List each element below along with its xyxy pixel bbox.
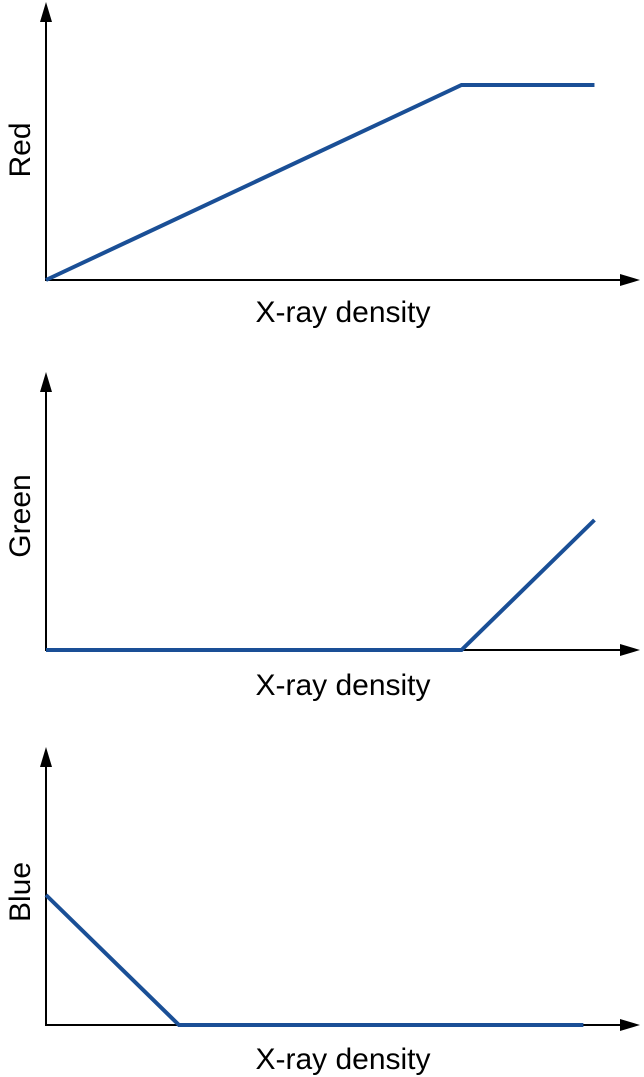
y-axis-arrow-icon <box>40 2 52 22</box>
chart-panel-green: X-ray density Green <box>4 372 640 702</box>
chart-panel-blue: X-ray density Blue <box>4 747 640 1076</box>
x-axis-label: X-ray density <box>255 669 430 702</box>
y-axis-label: Blue <box>4 862 37 922</box>
x-axis-arrow-icon <box>620 274 640 286</box>
y-axis-arrow-icon <box>40 747 52 767</box>
chart-panel-red: X-ray density Red <box>4 2 640 329</box>
x-axis-label: X-ray density <box>255 1043 430 1076</box>
y-axis-label: Green <box>4 474 37 557</box>
series-line-blue <box>44 893 584 1027</box>
y-axis-arrow-icon <box>40 372 52 392</box>
y-axis-label: Red <box>4 122 37 177</box>
x-axis-label: X-ray density <box>255 296 430 329</box>
series-line-red <box>45 83 595 282</box>
x-axis-arrow-icon <box>620 644 640 656</box>
series-line-green <box>46 518 596 652</box>
x-axis-arrow-icon <box>620 1019 640 1031</box>
